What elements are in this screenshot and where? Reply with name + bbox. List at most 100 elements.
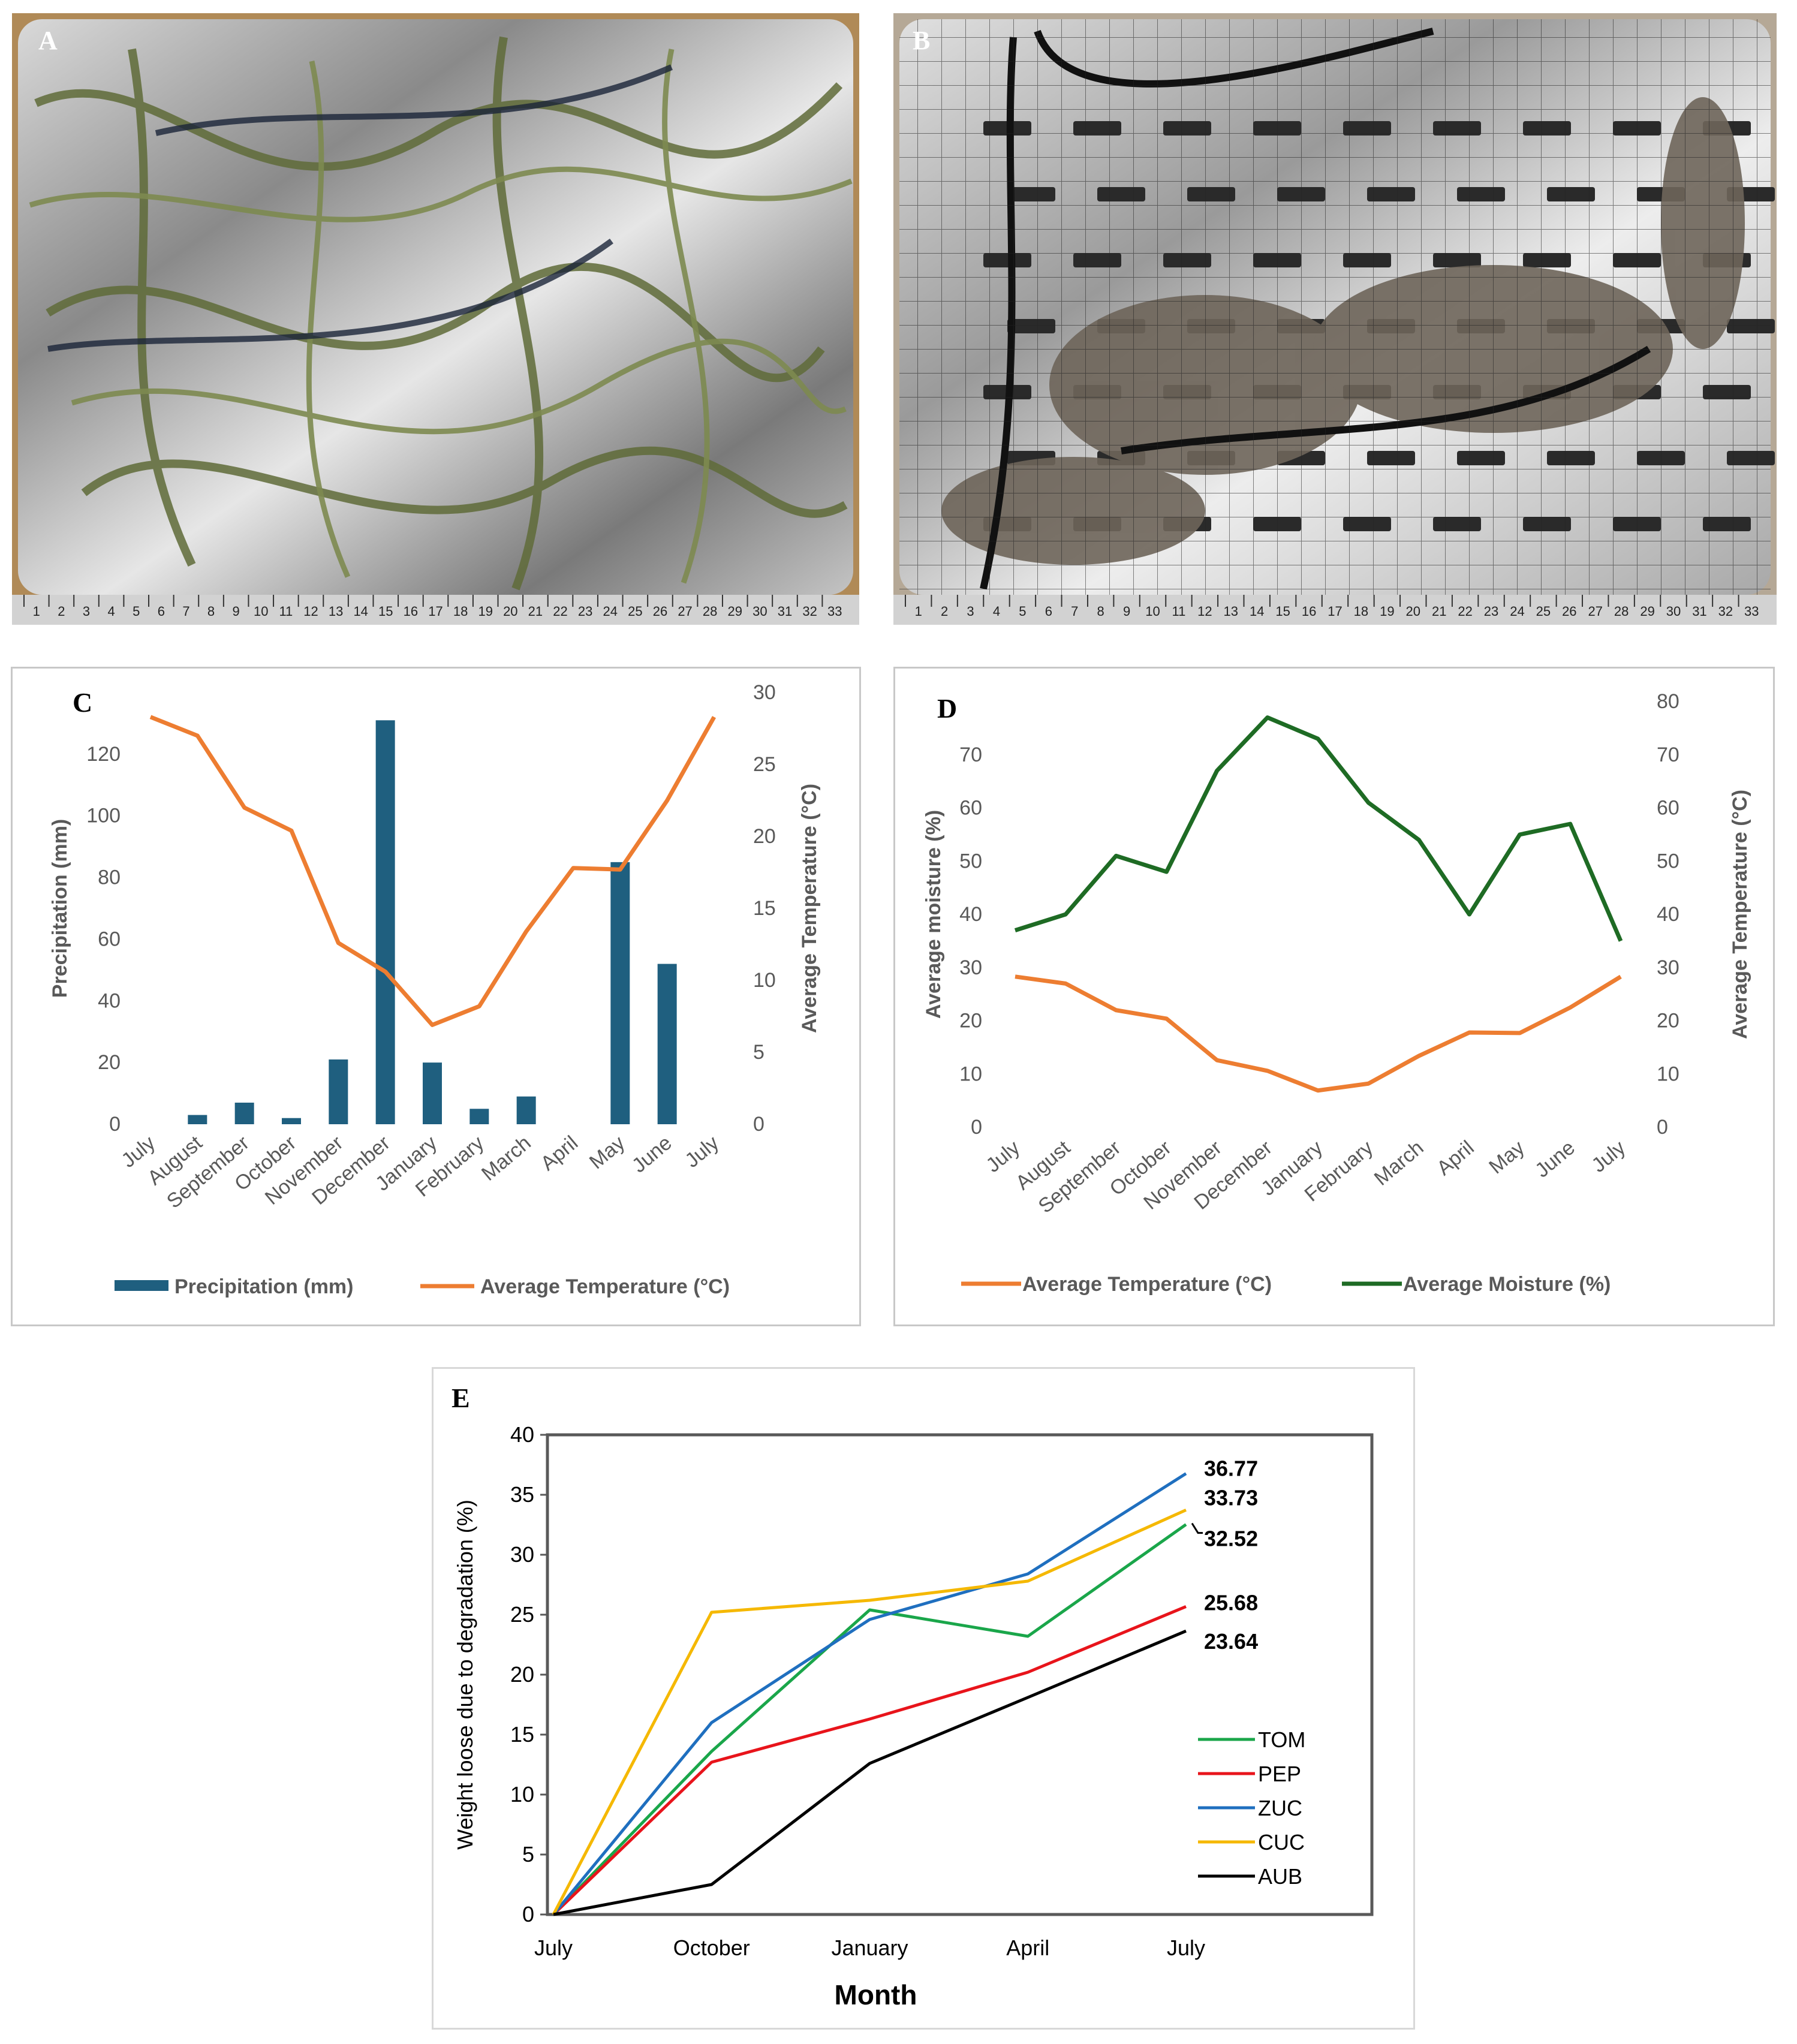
y2-tick-label: 30 <box>753 681 776 704</box>
legend-label-zuc: ZUC <box>1258 1796 1302 1820</box>
y-axis-title: Precipitation (mm) <box>49 819 71 998</box>
series-line-aub <box>553 1629 1187 1916</box>
y2-tick-label: 10 <box>1657 1062 1679 1085</box>
y-tick-label: 30 <box>510 1542 534 1567</box>
chart-panel-e: 0 5 10 15 20 25 30 35 40 July October January April J… <box>432 1367 1415 2030</box>
ruler-label: 24 <box>1510 604 1524 619</box>
ruler-label: 29 <box>1640 604 1654 619</box>
y-tick-label: 0 <box>971 1116 982 1139</box>
ruler-label: 4 <box>107 604 115 619</box>
y2-axis-title: Average Temperature (°C) <box>1729 790 1751 1039</box>
ruler-label: 33 <box>827 604 842 619</box>
y-axis-title: Weight loose due to degradation (%) <box>453 1500 477 1850</box>
ruler-label: 28 <box>703 604 717 619</box>
ruler-label: 2 <box>941 604 948 619</box>
ruler-label: 29 <box>728 604 742 619</box>
ruler-label: 26 <box>1562 604 1576 619</box>
y-tick-label: 20 <box>510 1662 534 1687</box>
ruler-label: 19 <box>478 604 492 619</box>
y-tick-label: 35 <box>510 1482 534 1507</box>
precipitation-bar <box>282 1118 301 1124</box>
ruler-label: 8 <box>207 604 215 619</box>
ruler-label: 7 <box>1071 604 1078 619</box>
ruler-label: 18 <box>453 604 468 619</box>
ruler-label: 3 <box>83 604 90 619</box>
ruler-label: 16 <box>404 604 418 619</box>
ruler-label: 18 <box>1354 604 1368 619</box>
ruler-label: 15 <box>1275 604 1290 619</box>
x-tick-label: July <box>1167 1935 1205 1960</box>
y-tick-label: 10 <box>959 1062 982 1085</box>
ruler-label: 28 <box>1614 604 1629 619</box>
label-leader <box>1191 1522 1203 1534</box>
y2-tick-label: 60 <box>1657 797 1679 820</box>
panel-label-a: A <box>38 26 58 55</box>
y2-tick-label: 70 <box>1657 743 1679 766</box>
ruler-label: 5 <box>1019 604 1026 619</box>
ruler-label: 13 <box>1224 604 1238 619</box>
y-tick-label: 30 <box>959 956 982 979</box>
panel-label-c: C <box>73 687 93 718</box>
precipitation-bar <box>188 1115 207 1124</box>
end-value-label: 32.52 <box>1204 1527 1258 1551</box>
y-tick-label: 40 <box>98 989 121 1012</box>
ruler-label: 30 <box>752 604 767 619</box>
y2-tick-label: 10 <box>753 969 776 992</box>
y-tick-label: 120 <box>86 743 121 766</box>
precipitation-bar <box>516 1096 536 1124</box>
y-axis-title: Average moisture (%) <box>922 810 945 1019</box>
ruler-label: 23 <box>1484 604 1498 619</box>
end-value-label: 33.73 <box>1204 1485 1258 1510</box>
ruler-label: 12 <box>303 604 318 619</box>
x-tick-label: April <box>1006 1935 1049 1960</box>
series-line-pep <box>552 1605 1187 1916</box>
ruler-label: 25 <box>1536 604 1551 619</box>
x-axis-title: Month <box>835 1979 917 2010</box>
legend-label-precipitation: Precipitation (mm) <box>174 1275 353 1298</box>
panel-label-d: D <box>937 693 958 724</box>
precipitation-bar <box>657 964 677 1124</box>
y2-tick-label: 0 <box>1657 1116 1668 1139</box>
ruler-label: 9 <box>1123 604 1130 619</box>
ruler-label: 27 <box>678 604 692 619</box>
ruler-label: 3 <box>967 604 974 619</box>
temperature-line <box>149 715 717 1027</box>
y2-axis-title: Average Temperature (°C) <box>798 784 821 1033</box>
x-tick-label: April <box>1432 1136 1479 1180</box>
ruler-label: 33 <box>1744 604 1759 619</box>
series-line-cuc <box>552 1509 1187 1916</box>
legend-label-pep: PEP <box>1258 1762 1301 1786</box>
legend-label-aub: AUB <box>1258 1864 1302 1889</box>
y2-tick-label: 25 <box>753 753 776 776</box>
y-tick-label: 10 <box>510 1782 534 1807</box>
y-tick-label: 70 <box>959 743 982 766</box>
ruler-label: 13 <box>329 604 343 619</box>
y2-tick-label: 20 <box>753 825 776 848</box>
chart-e-svg: 0 5 10 15 20 25 30 35 40 July October January April J… <box>453 1422 1374 2010</box>
legend-swatch-precipitation <box>115 1280 168 1291</box>
ruler-label: 24 <box>603 604 618 619</box>
legend-label-temperature: Average Temperature (°C) <box>1022 1273 1272 1296</box>
ruler-label: 27 <box>1588 604 1603 619</box>
precipitation-bar <box>610 862 630 1124</box>
ruler-label: 4 <box>993 604 1000 619</box>
y-tick-label: 25 <box>510 1602 534 1627</box>
y-tick-label: 60 <box>98 928 121 950</box>
ruler-label: 15 <box>378 604 393 619</box>
ruler-label: 30 <box>1666 604 1681 619</box>
ruler-label: 6 <box>1045 604 1052 619</box>
temperature-line <box>1015 974 1622 1093</box>
ruler-a: 1 2 3 4 5 6 7 8 9 10 11 12 13 14 15 16 17 18 19 20 21 22 23 24 2… <box>23 595 842 619</box>
chart-d-svg: 01020304050607001020304050607080JulyAugu… <box>922 690 1751 1296</box>
series-line-zuc <box>552 1472 1187 1916</box>
ruler-label: 8 <box>1097 604 1104 619</box>
ruler-label: 20 <box>1406 604 1420 619</box>
y2-tick-label: 40 <box>1657 903 1679 926</box>
y2-tick-label: 0 <box>753 1113 764 1136</box>
end-value-label: 25.68 <box>1204 1590 1258 1615</box>
y-tick-label: 15 <box>510 1722 534 1747</box>
ruler-label: 16 <box>1302 604 1316 619</box>
legend-label-cuc: CUC <box>1258 1830 1305 1855</box>
y-tick-label: 20 <box>98 1051 121 1074</box>
x-tick-label: March <box>1370 1136 1428 1190</box>
